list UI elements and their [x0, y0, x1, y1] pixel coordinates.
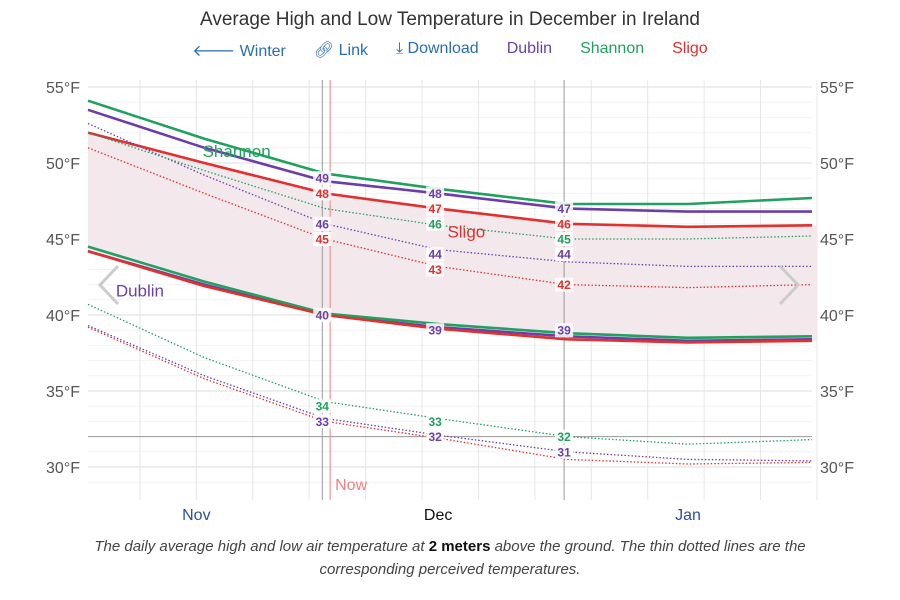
point-label-bg	[426, 201, 445, 216]
point-label: 46	[316, 217, 330, 231]
series-label-dublin: Dublin	[116, 282, 164, 301]
temperature-chart: Now4948464540343348474644433933324746454…	[46, 80, 854, 524]
download-button[interactable]: ⤓ Download	[396, 40, 479, 57]
point-label: 45	[557, 233, 571, 247]
legend-shannon[interactable]: Shannon	[580, 40, 645, 57]
chevron-left-icon[interactable]	[97, 264, 120, 306]
point-label-bg	[313, 308, 332, 322]
point-label-bg	[555, 444, 574, 459]
legend-dublin[interactable]: Dublin	[506, 40, 553, 57]
point-label-bg	[426, 414, 445, 429]
y-tick-left: 55°F	[46, 80, 80, 97]
point-label: 47	[428, 202, 442, 216]
point-label-bg	[426, 429, 445, 444]
point-label-bg	[555, 216, 574, 231]
point-label-bg	[555, 429, 574, 444]
point-label: 39	[428, 324, 442, 338]
point-label-bg	[426, 186, 445, 201]
point-label-bg	[555, 201, 574, 216]
point-label-bg	[555, 277, 574, 292]
month-label-dec: Dec	[424, 507, 452, 524]
series-label-shannon: Shannon	[203, 142, 271, 161]
point-label: 46	[428, 217, 442, 231]
now-label: Now	[335, 477, 367, 494]
series-label-sligo: Sligo	[447, 222, 485, 241]
arrow-left-icon: 🡐	[192, 43, 240, 60]
y-tick-left: 35°F	[46, 384, 80, 401]
y-tick-left: 50°F	[46, 156, 80, 173]
point-label: 47	[557, 202, 571, 216]
month-label-jan: Jan	[675, 507, 701, 524]
point-label: 45	[316, 233, 330, 247]
point-label: 42	[557, 278, 571, 292]
winter-back-link[interactable]: 🡐 Winter	[192, 43, 286, 60]
point-label: 32	[557, 430, 571, 444]
legend-sligo[interactable]: Sligo	[672, 40, 708, 57]
point-label-bg	[555, 323, 574, 338]
y-tick-left: 30°F	[46, 460, 80, 477]
high-low-band	[88, 132, 817, 343]
point-label-bg	[313, 171, 332, 186]
y-tick-right: 40°F	[820, 308, 854, 325]
point-label-bg	[555, 247, 574, 262]
point-label-bg	[313, 232, 332, 246]
point-label-bg	[555, 232, 574, 246]
chevron-right-icon[interactable]	[778, 264, 801, 306]
point-label: 33	[428, 415, 442, 429]
series-shannon-perceived-high	[87, 131, 813, 240]
y-tick-right: 50°F	[820, 156, 854, 173]
chart-caption: The daily average high and low air tempe…	[94, 538, 806, 578]
y-tick-left: 45°F	[46, 232, 80, 249]
point-label-bg	[313, 399, 332, 414]
point-label-bg	[313, 414, 332, 429]
point-label-bg	[426, 262, 445, 277]
y-tick-right: 55°F	[820, 80, 854, 97]
point-label: 39	[557, 324, 571, 338]
series-dublin-perceived-high	[87, 122, 812, 268]
y-tick-left: 40°F	[46, 308, 80, 325]
link-icon: 🔗︎	[313, 42, 339, 59]
point-label: 31	[557, 445, 571, 459]
point-label: 48	[316, 187, 330, 201]
point-label: 49	[316, 172, 330, 186]
point-label: 44	[557, 248, 571, 262]
point-label: 46	[557, 217, 571, 231]
month-label-nov: Nov	[182, 507, 210, 524]
y-tick-right: 45°F	[820, 232, 854, 249]
download-icon: ⤓	[396, 40, 408, 57]
point-label: 48	[428, 187, 442, 201]
point-label: 44	[428, 248, 442, 262]
point-label-bg	[313, 186, 332, 201]
point-label-bg	[426, 216, 445, 231]
series-sligo-perceived-low	[87, 326, 813, 465]
y-tick-right: 35°F	[820, 384, 854, 401]
point-label-bg	[426, 247, 445, 262]
point-label-bg	[313, 216, 332, 231]
link-button[interactable]: 🔗︎ Link	[313, 42, 369, 59]
point-label: 33	[316, 415, 330, 429]
point-label: 34	[316, 400, 330, 414]
point-label-bg	[426, 323, 445, 338]
toolbar: 🡐 Winter 🔗︎ Link ⤓ Download Dublin Shann…	[0, 40, 900, 61]
point-label: 43	[428, 263, 442, 277]
point-label: 40	[316, 309, 330, 323]
chart-title: Average High and Low Temperature in Dece…	[200, 9, 700, 30]
point-label: 32	[428, 430, 442, 444]
y-tick-right: 30°F	[820, 460, 854, 477]
